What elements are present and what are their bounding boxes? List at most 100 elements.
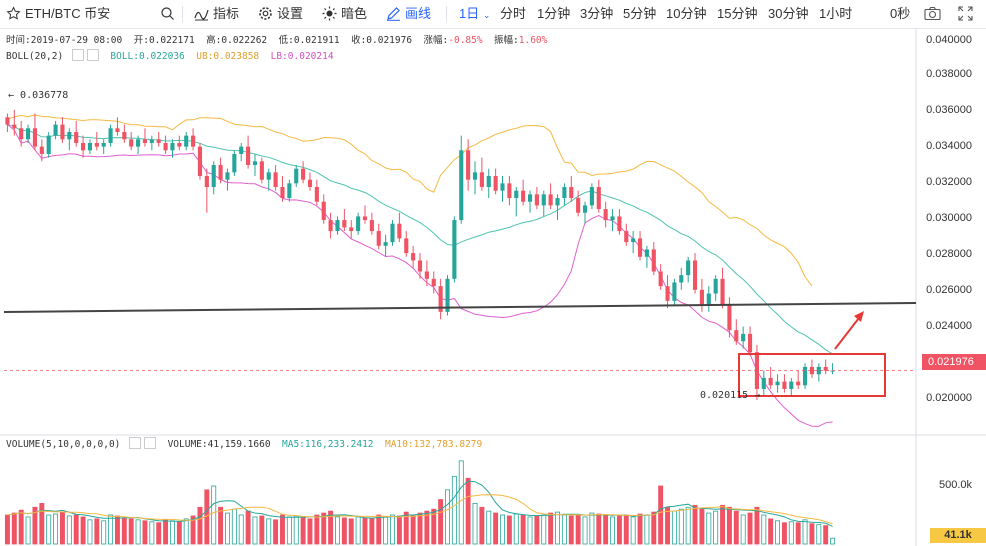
candle-body [149, 139, 154, 143]
volume-bar [190, 515, 196, 545]
volume-bar [781, 522, 787, 545]
high-marker-value: 0.036778 [20, 90, 69, 101]
volume-bar [458, 460, 464, 545]
symbol-button[interactable]: ETH/BTC 币安 [6, 0, 110, 28]
interval-tab-2[interactable]: 3分钟 [580, 0, 613, 28]
volume-bar [225, 512, 230, 545]
interval-tab-5[interactable]: 15分钟 [717, 0, 757, 28]
toolbar-divider [182, 6, 183, 22]
volume-bar [169, 520, 175, 545]
volume-bar [11, 512, 17, 545]
volume-bar [555, 511, 560, 545]
candle-body [163, 142, 168, 151]
interval-tab-6[interactable]: 30分钟 [768, 0, 808, 28]
volume-bar [59, 511, 65, 545]
price-tick: 0.020000 [926, 392, 972, 404]
candle-body [211, 165, 216, 188]
candle-body [19, 128, 24, 140]
candle-body [301, 168, 306, 180]
candle-body [136, 139, 141, 147]
volume-label: VOLUME: [167, 439, 208, 450]
volume-bar [66, 515, 72, 545]
interval-dropdown[interactable]: 1日 ⌄ [459, 0, 490, 28]
boll-indicator-label: BOLL(20,2) [6, 51, 64, 62]
amplitude-value: 1.60% [518, 35, 548, 46]
volume-bar [431, 508, 437, 545]
candle-body [507, 183, 512, 199]
candle-body [500, 183, 505, 191]
interval-tab-1[interactable]: 1分钟 [537, 0, 570, 28]
annotations [3, 302, 917, 397]
volume-bar [114, 515, 120, 545]
candle-body [775, 381, 780, 386]
close-icon[interactable] [86, 49, 99, 61]
star-icon[interactable] [6, 3, 21, 20]
price-tick: 0.024000 [926, 320, 972, 332]
dark-theme-button[interactable]: 暗色 [322, 0, 367, 28]
candle-body [156, 139, 161, 143]
volume-bar [417, 512, 423, 545]
high-value: 0.022262 [221, 35, 268, 46]
ohlc-info: 时间:2019-07-29 08:00 开:0.022171 高:0.02226… [6, 32, 547, 46]
sun-icon [322, 3, 337, 21]
price-tick: 0.030000 [926, 212, 972, 224]
draw-line-button[interactable]: 画线 [386, 0, 431, 28]
candle-body [438, 286, 443, 312]
candle-body [246, 146, 251, 165]
search-icon[interactable] [160, 3, 175, 20]
interval-tab-7[interactable]: 1小时 [819, 0, 852, 28]
volume-bar [823, 525, 829, 545]
candle-body [548, 194, 553, 206]
volume-bar [802, 519, 808, 545]
candle-body [562, 187, 567, 199]
volume-bar [479, 506, 485, 545]
candle-body [280, 187, 285, 199]
candle-body [225, 172, 230, 180]
volume-tick: 500.0k [938, 479, 972, 491]
boll-mid-value: 0.022036 [139, 51, 185, 62]
visibility-icon[interactable] [129, 437, 142, 449]
candle-body [582, 205, 588, 213]
candle-body [376, 231, 381, 246]
current-price-tag: 0.021976 [922, 354, 986, 370]
candle-body [596, 187, 601, 210]
volume-bar [369, 518, 375, 545]
volume-bar [266, 518, 272, 545]
interval-tab-4[interactable]: 10分钟 [666, 0, 706, 28]
screenshot-button[interactable] [924, 0, 943, 28]
volume-bar [513, 513, 519, 545]
candle-body [802, 366, 808, 386]
volume-value: 41,159.1660 [207, 439, 271, 450]
indicators-button[interactable]: 指标 [194, 0, 239, 28]
candle-body [816, 366, 821, 375]
gear-icon [258, 3, 273, 20]
candle-body [142, 139, 148, 143]
volume-bar [4, 514, 10, 545]
candle-body [479, 172, 484, 188]
visibility-icon[interactable] [71, 49, 84, 61]
interval-label: 分时 [500, 6, 527, 21]
time-label: 时间: [6, 35, 31, 46]
volume-bar [149, 521, 155, 545]
volume-bar [548, 512, 554, 545]
low-marker-value: 0.020115 [700, 390, 749, 401]
volume-bar [720, 504, 726, 545]
close-icon[interactable] [144, 437, 157, 449]
interval-tab-3[interactable]: 5分钟 [623, 0, 656, 28]
search-button[interactable] [160, 0, 179, 28]
candle-body [796, 381, 801, 386]
settings-button[interactable]: 设置 [258, 0, 303, 28]
fullscreen-button[interactable] [958, 0, 977, 28]
candle-body [679, 275, 684, 283]
candle-body [665, 286, 670, 301]
volume-bar [761, 514, 767, 545]
volume-bar [128, 518, 134, 545]
candle-body [53, 124, 58, 136]
volume-bar [506, 515, 512, 545]
candlestick-chart[interactable] [0, 29, 986, 546]
volume-bar [610, 516, 615, 545]
interval-tab-0[interactable]: 分时 [500, 0, 526, 28]
volume-bar [541, 514, 547, 545]
candle-body [431, 278, 436, 287]
candle-body [383, 242, 388, 246]
